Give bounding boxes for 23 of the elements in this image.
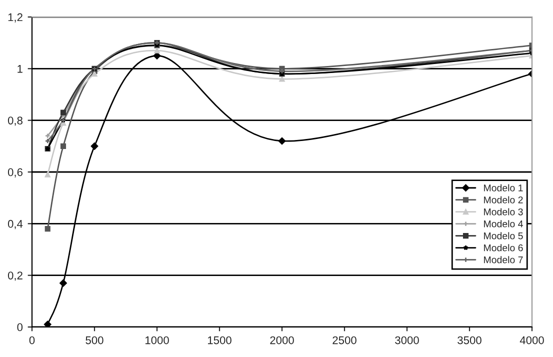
legend-label: Modelo 6 — [484, 244, 523, 252]
legend-label: Modelo 5 — [484, 232, 523, 240]
y-tick-label: 0,2 — [8, 272, 22, 281]
x-tick-label: 1500 — [208, 336, 232, 344]
y-tick-label: 1 — [18, 65, 22, 73]
y-tick-label: 1,2 — [8, 13, 22, 22]
y-tick-label: 0 — [17, 323, 23, 332]
y-tick-label: 0,8 — [8, 116, 22, 126]
x-tick-label: 500 — [86, 336, 104, 344]
x-tick-label: 3000 — [395, 336, 419, 344]
legend-label: Modelo 1 — [484, 184, 523, 192]
x-tick-label: 4000 — [520, 336, 544, 344]
legend-label: Modelo 7 — [484, 256, 523, 264]
legend-label: Modelo 3 — [484, 208, 523, 216]
x-tick-label: 3500 — [458, 336, 482, 344]
y-tick-label: 0,6 — [8, 168, 22, 178]
legend-label: Modelo 4 — [484, 220, 523, 228]
x-tick-label: 1000 — [145, 336, 169, 344]
x-tick-label: 2500 — [332, 336, 356, 344]
legend-label: Modelo 2 — [484, 196, 523, 204]
x-tick-label: 0 — [29, 336, 35, 344]
y-tick-label: 0,4 — [8, 220, 23, 230]
x-tick-label: 2000 — [270, 336, 294, 344]
